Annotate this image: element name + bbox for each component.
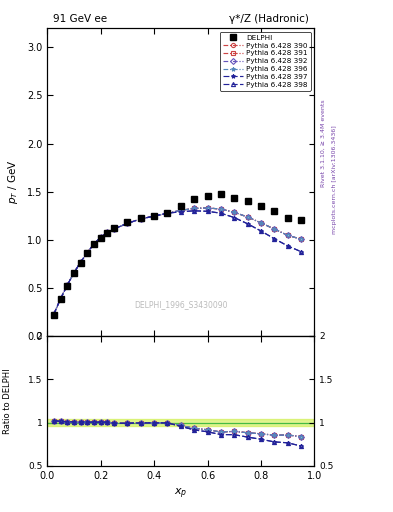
Y-axis label: $p_T$ / GeV: $p_T$ / GeV — [6, 160, 20, 204]
Legend: DELPHI, Pythia 6.428 390, Pythia 6.428 391, Pythia 6.428 392, Pythia 6.428 396, : DELPHI, Pythia 6.428 390, Pythia 6.428 3… — [220, 32, 311, 91]
Text: Rivet 3.1.10, ≥ 3.4M events: Rivet 3.1.10, ≥ 3.4M events — [320, 99, 325, 187]
Text: mcplots.cern.ch [arXiv:1306.3436]: mcplots.cern.ch [arXiv:1306.3436] — [332, 125, 337, 233]
Bar — [47, 419, 314, 426]
Text: 91 GeV ee: 91 GeV ee — [53, 13, 107, 24]
Text: DELPHI_1996_S3430090: DELPHI_1996_S3430090 — [134, 301, 228, 310]
Text: γ*/Z (Hadronic): γ*/Z (Hadronic) — [229, 13, 309, 24]
X-axis label: $x_p$: $x_p$ — [174, 486, 187, 501]
Y-axis label: Ratio to DELPHI: Ratio to DELPHI — [4, 368, 13, 434]
